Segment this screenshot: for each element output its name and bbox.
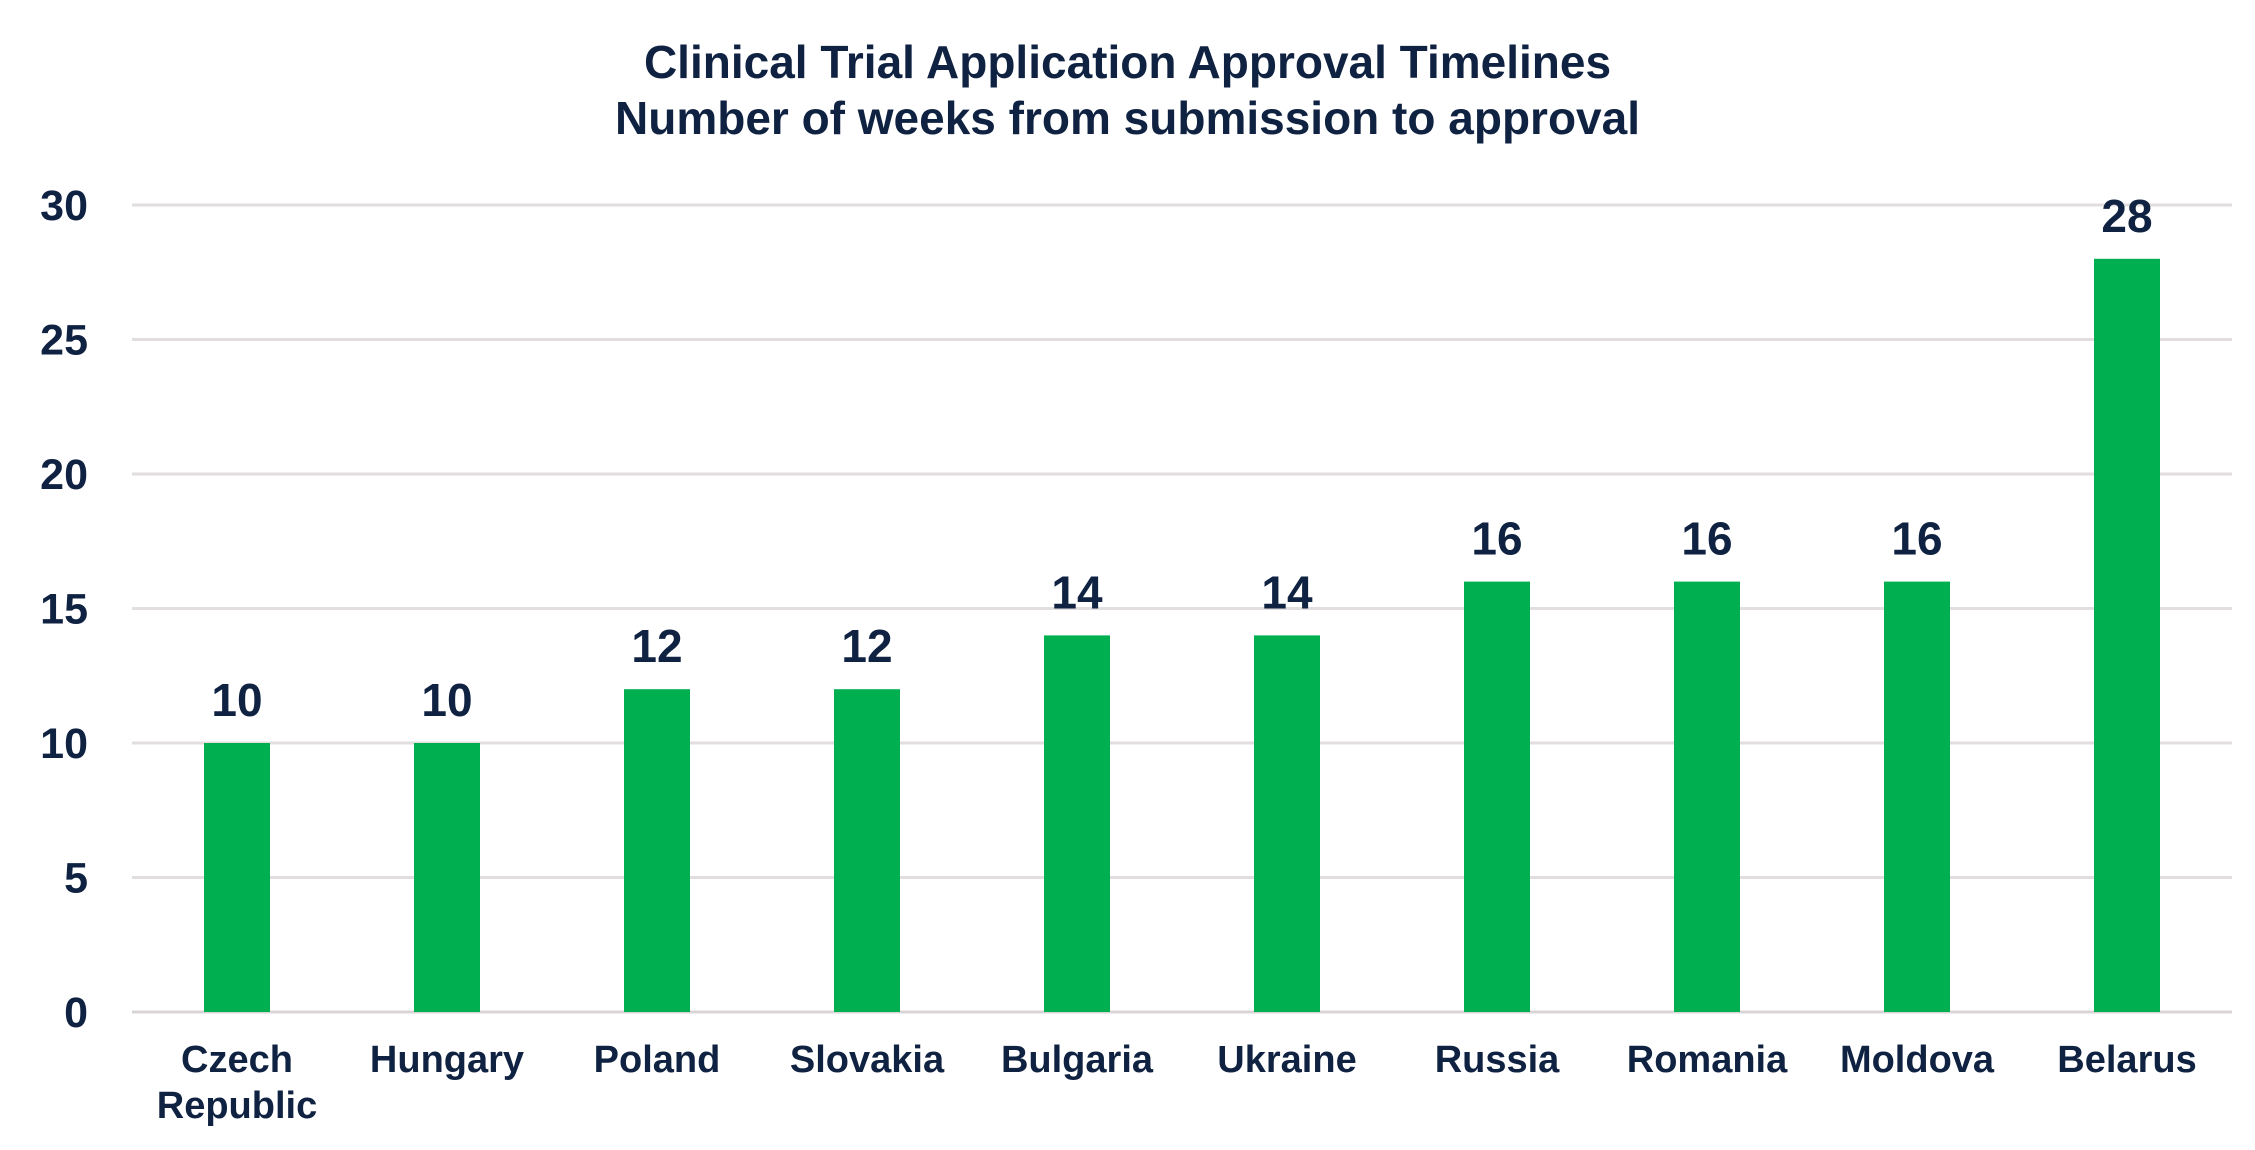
bar-poland <box>624 689 690 1012</box>
data-label-moldova: 16 <box>1891 513 1942 565</box>
y-tick-label-15: 15 <box>40 586 88 634</box>
x-category-label-czech-republic: Czech Republic <box>157 1039 317 1127</box>
chart-subtitle: Number of weeks from submission to appro… <box>615 92 1640 144</box>
data-label-ukraine: 14 <box>1261 566 1313 618</box>
x-category-label-romania: Romania <box>1627 1039 1788 1081</box>
data-label-hungary: 10 <box>421 674 472 726</box>
bar-moldova <box>1884 581 1950 1012</box>
x-category-label-russia: Russia <box>1435 1039 1560 1081</box>
bar-bulgaria <box>1044 635 1110 1012</box>
bar-ukraine <box>1254 635 1320 1012</box>
data-label-poland: 12 <box>631 620 682 672</box>
y-tick-label-30: 30 <box>40 182 88 230</box>
y-axis-ticks: 0 5 10 15 20 25 30 <box>40 182 88 1037</box>
x-axis-categories: Czech Republic Hungary Poland Slovakia Bulgar… <box>157 1039 2197 1127</box>
gridlines <box>132 203 2232 1014</box>
y-tick-label-10: 10 <box>40 720 88 768</box>
data-label-russia: 16 <box>1471 513 1522 565</box>
bar-russia <box>1464 581 1530 1012</box>
data-label-romania: 16 <box>1681 513 1732 565</box>
y-tick-label-5: 5 <box>64 855 88 903</box>
x-category-label-moldova: Moldova <box>1840 1039 1995 1081</box>
bar-slovakia <box>834 689 900 1012</box>
bar-hungary <box>414 743 480 1012</box>
x-category-label-slovakia: Slovakia <box>790 1039 945 1081</box>
x-category-label-hungary: Hungary <box>370 1039 524 1081</box>
y-tick-label-0: 0 <box>64 989 88 1037</box>
x-category-label-bulgaria: Bulgaria <box>1001 1039 1154 1081</box>
bar-romania <box>1674 581 1740 1012</box>
data-label-czech-republic: 10 <box>211 674 262 726</box>
bars <box>204 258 2160 1012</box>
chart-title: Clinical Trial Application Approval Time… <box>643 36 1612 88</box>
y-tick-label-20: 20 <box>40 451 88 499</box>
data-label-belarus: 28 <box>2101 190 2152 242</box>
x-category-label-poland: Poland <box>594 1039 721 1081</box>
bar-czech-republic <box>204 743 270 1012</box>
y-tick-label-25: 25 <box>40 317 88 365</box>
x-category-label-belarus: Belarus <box>2057 1039 2196 1081</box>
x-category-label-ukraine: Ukraine <box>1217 1039 1356 1081</box>
data-label-bulgaria: 14 <box>1051 566 1103 618</box>
bar-belarus <box>2094 258 2160 1012</box>
data-labels: 10 10 12 12 14 14 16 16 16 28 <box>211 190 2152 726</box>
data-label-slovakia: 12 <box>841 620 892 672</box>
